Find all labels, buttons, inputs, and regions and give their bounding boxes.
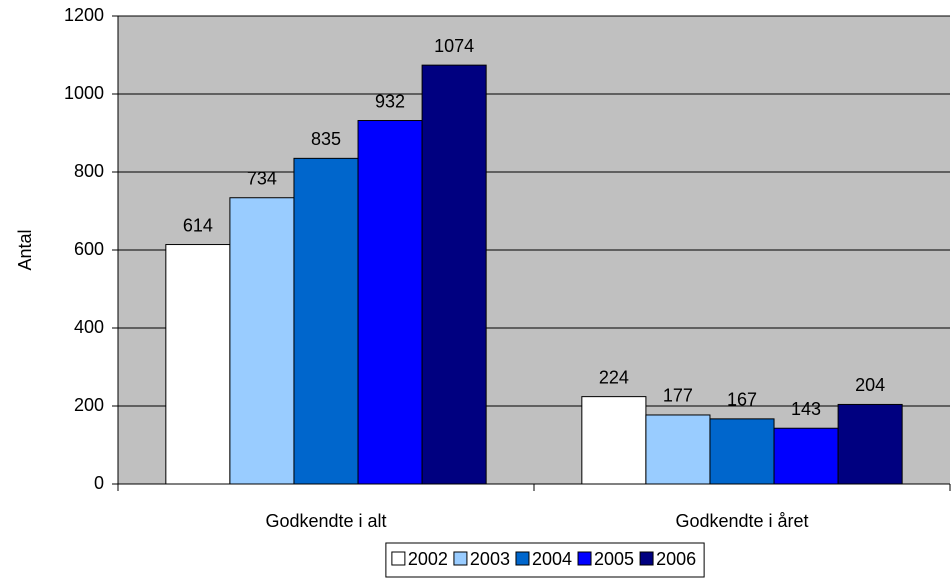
bar: [293, 157, 359, 485]
y-tick-label: 1000: [64, 83, 104, 103]
y-tick-label: 0: [94, 473, 104, 493]
bar: [421, 64, 487, 485]
bar: [581, 396, 647, 485]
legend-swatch: [515, 551, 530, 566]
data-label: 224: [599, 367, 629, 387]
legend-label: 2004: [532, 549, 572, 569]
bar: [645, 414, 711, 485]
bar: [357, 120, 423, 485]
legend-label: 2003: [470, 549, 510, 569]
bar: [837, 403, 903, 485]
data-label: 835: [311, 129, 341, 149]
data-label: 143: [791, 399, 821, 419]
y-tick-label: 400: [74, 317, 104, 337]
legend-swatch: [639, 551, 654, 566]
data-label: 167: [727, 390, 757, 410]
y-tick-label: 200: [74, 395, 104, 415]
bar: [165, 244, 231, 485]
y-axis-label: Antal: [15, 229, 35, 270]
legend-swatch: [577, 551, 592, 566]
legend-label: 2006: [656, 549, 696, 569]
x-tick-label: Godkendte i alt: [265, 511, 386, 531]
data-label: 177: [663, 386, 693, 406]
bar: [773, 427, 839, 485]
bar: [229, 197, 295, 485]
data-label: 734: [247, 168, 277, 188]
y-tick-label: 600: [74, 239, 104, 259]
x-tick-label: Godkendte i året: [675, 511, 808, 531]
y-tick-label: 800: [74, 161, 104, 181]
legend: 2002 2003 2004 2005 2006: [385, 542, 705, 578]
data-label: 932: [375, 91, 405, 111]
data-label: 204: [855, 375, 885, 395]
legend-swatch: [453, 551, 468, 566]
data-label: 614: [183, 215, 213, 235]
legend-label: 2002: [408, 549, 448, 569]
bar: [709, 418, 775, 485]
legend-swatch: [391, 551, 406, 566]
legend-label: 2005: [594, 549, 634, 569]
data-label: 1074: [434, 36, 474, 56]
y-tick-label: 1200: [64, 5, 104, 25]
